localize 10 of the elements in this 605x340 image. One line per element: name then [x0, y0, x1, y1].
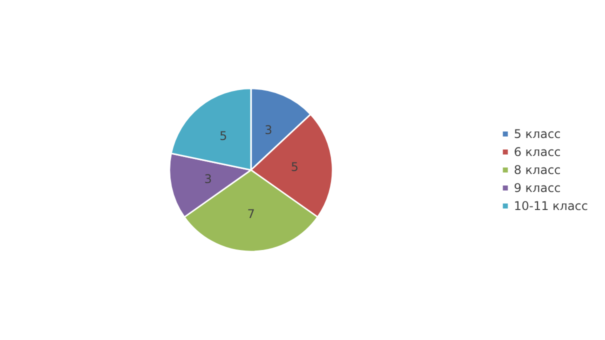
legend-label: 6 класс — [514, 145, 561, 159]
legend-label: 8 класс — [514, 163, 561, 177]
data-label: 7 — [247, 206, 255, 221]
legend-label: 5 класс — [514, 127, 561, 141]
data-label: 5 — [290, 160, 299, 174]
legend-label: 9 класс — [514, 181, 561, 195]
legend-label: 10-11 класс — [514, 199, 588, 213]
data-label: 3 — [264, 122, 272, 137]
data-label: 3 — [204, 172, 212, 186]
data-label: 5 — [220, 129, 228, 144]
